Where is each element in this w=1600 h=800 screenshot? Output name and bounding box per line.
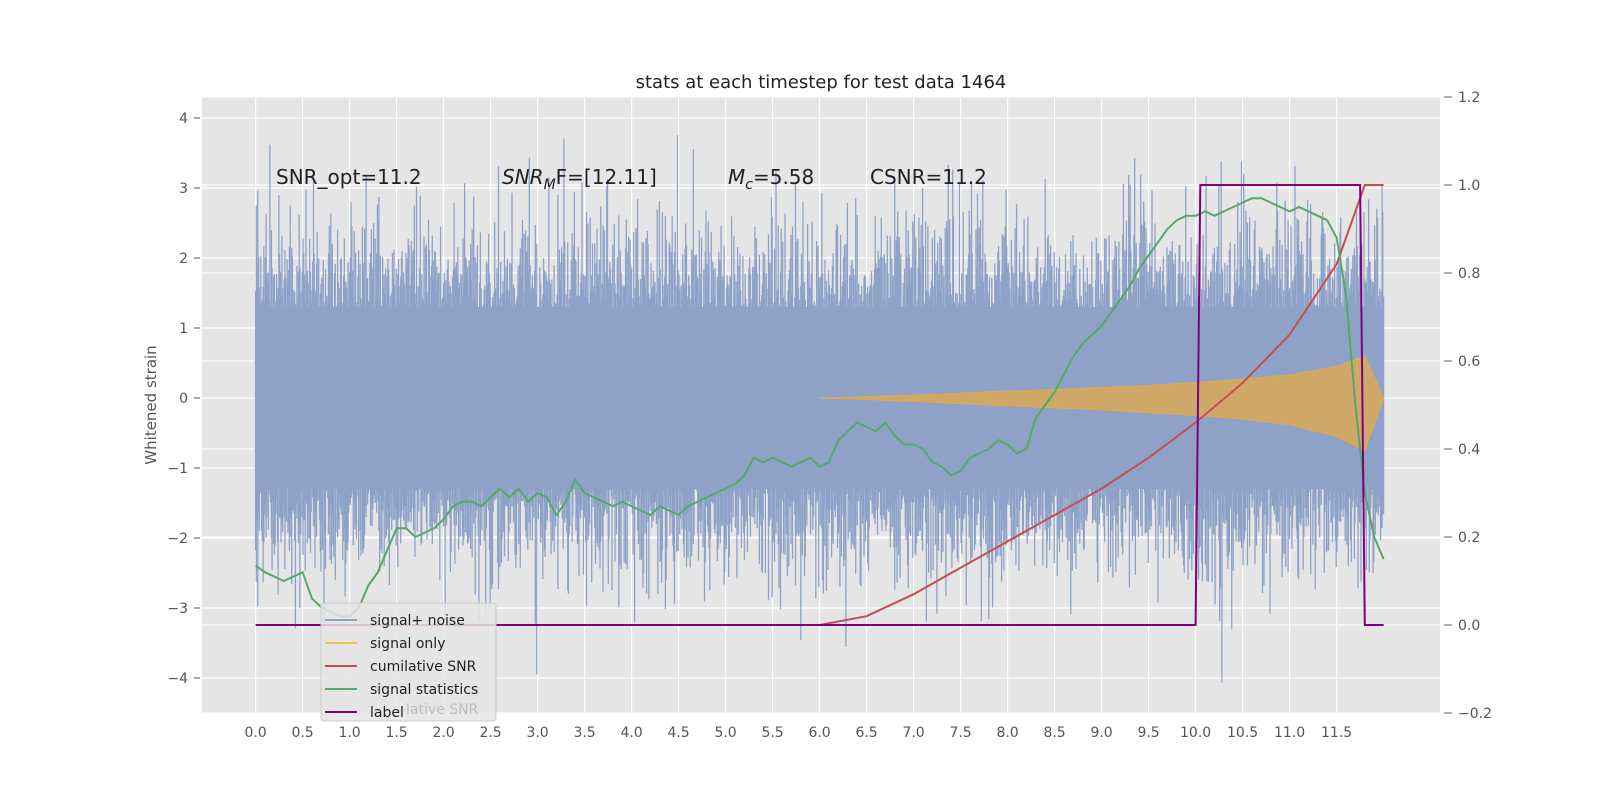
legend-entry-statistics: signal statistics xyxy=(370,682,478,698)
x-tick-label: 2.5 xyxy=(479,725,501,741)
y-right-tick-label: 1.0 xyxy=(1458,178,1480,194)
y-right-tick-label: 0.0 xyxy=(1458,618,1480,634)
x-tick-label: 11.5 xyxy=(1321,725,1352,741)
y-tick-label: −1 xyxy=(167,461,188,477)
y-tick-label: 1 xyxy=(179,321,188,337)
y-right-tick-label: 0.4 xyxy=(1458,442,1480,458)
legend-entry-signal: signal only xyxy=(370,636,445,652)
y-tick-label: −2 xyxy=(167,531,188,547)
x-tick-label: 8.0 xyxy=(996,725,1018,741)
y-right-tick-label: 0.8 xyxy=(1458,266,1480,282)
legend-entry-noise: signal+ noise xyxy=(370,613,465,629)
x-tick-label: 8.5 xyxy=(1043,725,1065,741)
label-line xyxy=(255,184,1384,626)
annotation-mc: Mc=5.58 xyxy=(728,165,814,193)
chart-title: stats at each timestep for test data 146… xyxy=(636,72,1007,93)
x-tick-label: 1.0 xyxy=(338,725,360,741)
y-right-tick-label: −0.2 xyxy=(1458,706,1492,722)
y-tick-label: 4 xyxy=(179,111,188,127)
x-tick-label: 3.0 xyxy=(526,725,548,741)
signal-only-series xyxy=(819,355,1385,452)
y-right-tick-label: 0.6 xyxy=(1458,354,1480,370)
annotation-mc-sub: c xyxy=(745,177,753,193)
annotation-snr-mf: SNRMF=[12.11] xyxy=(502,165,657,193)
x-tick-label: 5.5 xyxy=(761,725,783,741)
legend-entry-cumulative: cumilative SNR xyxy=(370,659,477,675)
y-right-tick-label: 1.2 xyxy=(1458,90,1480,106)
annotation-csnr: CSNR=11.2 xyxy=(870,165,987,189)
x-tick-label: 1.5 xyxy=(385,725,407,741)
y-tick-label: 0 xyxy=(179,391,188,407)
y-tick-label: −4 xyxy=(167,671,188,687)
x-tick-label: 0.5 xyxy=(291,725,313,741)
y-tick-label: 3 xyxy=(179,181,188,197)
cumulative-snr-line xyxy=(255,184,1384,626)
y-axis-right: −0.2 0.0 0.2 0.4 0.6 0.8 1.0 1.2 xyxy=(1444,90,1492,722)
x-tick-label: 2.0 xyxy=(432,725,454,741)
x-tick-label: 4.0 xyxy=(620,725,642,741)
x-tick-label: 7.0 xyxy=(902,725,924,741)
x-tick-label: 10.0 xyxy=(1180,725,1211,741)
x-tick-label: 7.5 xyxy=(949,725,971,741)
y-axis-label: Whitened strain xyxy=(142,345,160,464)
x-tick-label: 4.5 xyxy=(667,725,689,741)
x-tick-label: 6.5 xyxy=(855,725,877,741)
x-tick-label: 9.0 xyxy=(1090,725,1112,741)
x-tick-label: 3.5 xyxy=(573,725,595,741)
y-right-tick-label: 0.2 xyxy=(1458,530,1480,546)
annotation-mc-rest: =5.58 xyxy=(753,165,814,189)
annotation-snr-mf-base: SNR xyxy=(502,165,544,189)
x-tick-label: 10.5 xyxy=(1227,725,1258,741)
x-tick-label: 9.5 xyxy=(1137,725,1159,741)
legend-ghost-text: lative SNR xyxy=(406,702,479,718)
y-axis-left: −4 −3 −2 −1 0 1 2 3 4 xyxy=(167,111,200,687)
x-tick-label: 11.0 xyxy=(1274,725,1305,741)
annotation-snr-mf-sub: M xyxy=(544,177,556,193)
legend-entry-label: label xyxy=(370,705,404,721)
signal-statistics-line xyxy=(255,197,1385,618)
x-tick-label: 0.0 xyxy=(244,725,266,741)
x-tick-label: 5.0 xyxy=(714,725,736,741)
y-tick-label: 2 xyxy=(179,251,188,267)
annotation-snr-mf-rest: F=[12.11] xyxy=(556,165,657,189)
legend: lative SNR signal+ noise signal only cum… xyxy=(320,602,497,722)
y-tick-label: −3 xyxy=(167,601,188,617)
x-axis: 0.0 0.5 1.0 1.5 2.0 2.5 3.0 3.5 4.0 4.5 5.0 5.5 6.0 6… xyxy=(244,725,1352,741)
annotation-mc-base: M xyxy=(728,165,745,189)
x-tick-label: 6.0 xyxy=(808,725,830,741)
annotation-snr-opt: SNR_opt=11.2 xyxy=(276,165,422,189)
legend-box xyxy=(320,602,497,722)
